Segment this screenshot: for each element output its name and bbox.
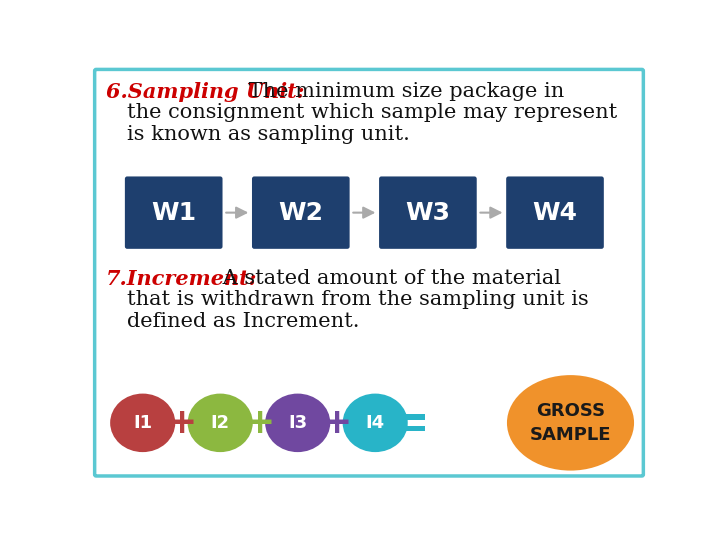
Text: that is withdrawn from the sampling unit is: that is withdrawn from the sampling unit… xyxy=(127,291,589,309)
FancyBboxPatch shape xyxy=(379,177,477,249)
Text: W3: W3 xyxy=(405,201,451,225)
Text: is known as sampling unit.: is known as sampling unit. xyxy=(127,125,410,144)
FancyBboxPatch shape xyxy=(125,177,222,249)
FancyBboxPatch shape xyxy=(403,426,425,431)
Text: I2: I2 xyxy=(211,414,230,432)
Text: I4: I4 xyxy=(366,414,384,432)
Text: defined as Increment.: defined as Increment. xyxy=(127,312,360,331)
Text: 6.Sampling Unit:: 6.Sampling Unit: xyxy=(106,82,304,102)
Text: W2: W2 xyxy=(279,201,323,225)
Text: +: + xyxy=(321,406,351,440)
Ellipse shape xyxy=(343,394,408,452)
Text: +: + xyxy=(244,406,274,440)
Text: W4: W4 xyxy=(533,201,577,225)
FancyBboxPatch shape xyxy=(403,414,425,420)
FancyBboxPatch shape xyxy=(506,177,604,249)
Text: 7.Increment:: 7.Increment: xyxy=(106,269,257,289)
Ellipse shape xyxy=(188,394,253,452)
FancyBboxPatch shape xyxy=(252,177,350,249)
Text: GROSS
SAMPLE: GROSS SAMPLE xyxy=(530,402,611,444)
FancyBboxPatch shape xyxy=(94,70,644,476)
Ellipse shape xyxy=(110,394,175,452)
Text: A stated amount of the material: A stated amount of the material xyxy=(215,269,561,288)
Text: I3: I3 xyxy=(288,414,307,432)
Text: The minimum size package in: The minimum size package in xyxy=(242,82,564,101)
Text: I1: I1 xyxy=(133,414,152,432)
Text: the consignment which sample may represent: the consignment which sample may represe… xyxy=(127,103,618,122)
Text: W1: W1 xyxy=(151,201,197,225)
Ellipse shape xyxy=(507,375,634,470)
Ellipse shape xyxy=(265,394,330,452)
Text: +: + xyxy=(166,406,197,440)
